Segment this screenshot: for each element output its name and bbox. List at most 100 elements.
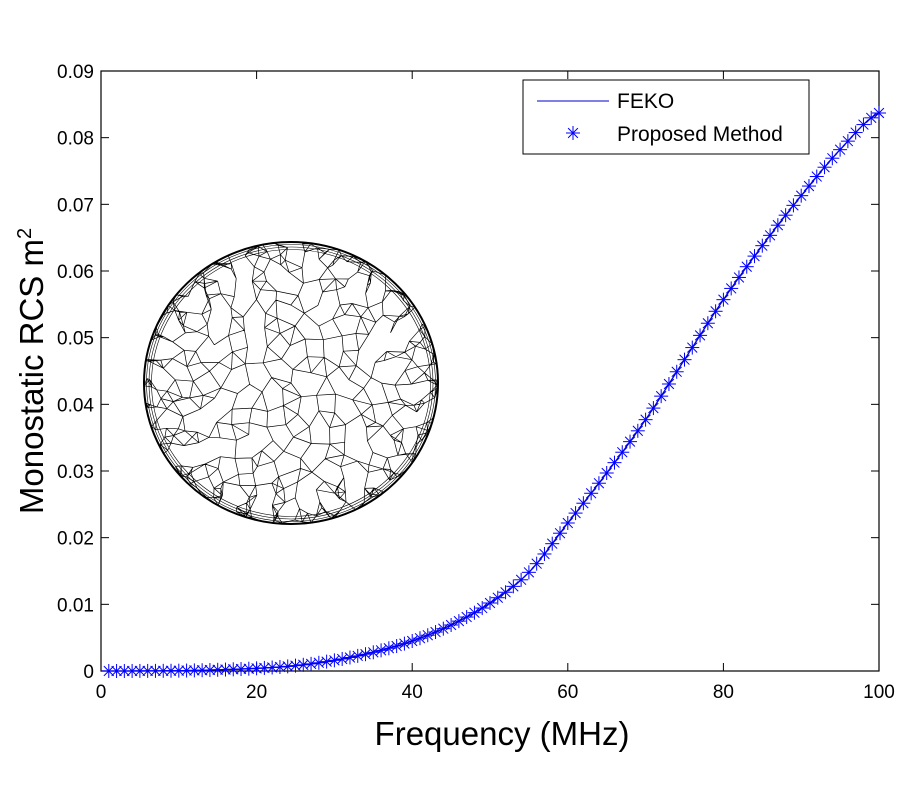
x-axis-title: Frequency (MHz) [375, 715, 630, 752]
marker-stroke [702, 317, 714, 329]
marker-stroke [181, 665, 192, 676]
sphere-mesh-edges [143, 242, 439, 524]
marker-stroke [749, 250, 760, 262]
marker-stroke [484, 597, 496, 609]
marker-stroke [554, 527, 566, 539]
marker-stroke [865, 112, 877, 124]
x-tick-label: 0 [96, 682, 107, 703]
marker-stroke [757, 240, 768, 251]
data-point-proposed [716, 292, 731, 307]
marker-stroke [399, 638, 410, 649]
y-tick-label: 0.02 [57, 529, 94, 550]
y-axis-title-text: Monostatic RCS m [13, 239, 50, 514]
data-point-proposed [630, 423, 645, 438]
data-point-proposed [584, 486, 599, 501]
data-point-proposed [560, 516, 575, 530]
data-point-proposed [763, 228, 778, 243]
data-point-proposed [856, 117, 871, 132]
data-point-proposed [490, 590, 505, 605]
marker-stroke [196, 664, 208, 676]
marker-stroke [733, 272, 745, 283]
marker-stroke [811, 171, 823, 182]
data-point-proposed [685, 340, 700, 355]
marker-stroke [282, 661, 293, 672]
marker-stroke [508, 581, 519, 592]
data-point-proposed [708, 304, 723, 319]
marker-stroke [103, 665, 115, 677]
y-tick-label: 0.05 [57, 329, 94, 350]
marker-stroke [578, 497, 589, 509]
marker-stroke [157, 665, 169, 677]
marker-stroke [795, 190, 807, 201]
data-point-proposed [872, 106, 886, 120]
marker-stroke [329, 655, 340, 666]
y-axis-title: Monostatic RCS m2 [13, 228, 50, 514]
marker-stroke [266, 662, 278, 673]
marker-stroke [803, 180, 815, 192]
data-point-proposed [506, 579, 521, 594]
data-point-proposed [568, 506, 583, 521]
data-point-proposed [809, 169, 824, 184]
data-point-proposed [280, 659, 295, 674]
data-point-proposed [747, 249, 762, 264]
data-point-proposed [599, 466, 614, 480]
data-point-proposed [304, 656, 319, 671]
marker-stroke [531, 558, 542, 569]
data-point-proposed [444, 618, 459, 632]
data-point-proposed [833, 142, 848, 157]
sphere-rim-ring [146, 244, 436, 522]
data-point-proposed [731, 270, 746, 285]
data-point-proposed [755, 238, 770, 253]
marker-stroke [500, 586, 511, 598]
x-tick-label: 100 [863, 682, 895, 703]
marker-stroke [391, 640, 402, 652]
legend-label-feko: FEKO [617, 90, 674, 113]
marker-stroke [663, 378, 675, 390]
data-point-proposed [249, 661, 264, 676]
marker-stroke [710, 306, 721, 317]
data-point-proposed [693, 328, 708, 343]
y-tick-label: 0.04 [57, 395, 94, 416]
marker-stroke [305, 658, 317, 670]
marker-stroke [173, 665, 185, 676]
data-point-proposed [607, 455, 622, 470]
marker-stroke [679, 354, 690, 365]
marker-stroke [655, 390, 667, 402]
marker-stroke [842, 135, 854, 147]
data-point-proposed [397, 636, 412, 651]
marker-stroke [539, 548, 550, 560]
marker-stroke [718, 294, 729, 305]
marker-stroke [567, 127, 579, 139]
marker-stroke [772, 219, 784, 231]
data-point-proposed [537, 546, 552, 561]
marker-stroke [290, 660, 301, 671]
data-point-proposed [801, 179, 816, 194]
marker-stroke [298, 659, 309, 671]
data-point-proposed [864, 110, 879, 125]
data-point-proposed [661, 376, 676, 391]
marker-stroke [126, 665, 138, 677]
sphere-rim-ring [151, 249, 431, 517]
marker-stroke [150, 665, 161, 677]
marker-stroke [476, 602, 488, 614]
marker-stroke [671, 366, 682, 378]
marker-stroke [873, 107, 885, 119]
marker-stroke [220, 664, 231, 675]
marker-stroke [585, 488, 597, 499]
marker-stroke [648, 402, 659, 414]
data-point-proposed [109, 663, 124, 678]
y-tick-label: 0.08 [57, 129, 94, 150]
marker-stroke [251, 663, 262, 674]
x-tick-label: 20 [246, 682, 267, 703]
marker-stroke [461, 611, 472, 623]
marker-stroke [469, 607, 480, 618]
marker-stroke [687, 342, 698, 353]
marker-stroke [204, 664, 216, 676]
axis-ticks: 0 20 40 60 80 100 0 0.01 0.02 0.03 0.04 0.05 0.06 0.0… [57, 62, 895, 703]
data-point-proposed [553, 526, 568, 541]
marker-stroke [562, 517, 574, 529]
data-point-proposed [483, 596, 497, 610]
data-point-proposed [591, 476, 606, 491]
marker-stroke [344, 652, 356, 663]
